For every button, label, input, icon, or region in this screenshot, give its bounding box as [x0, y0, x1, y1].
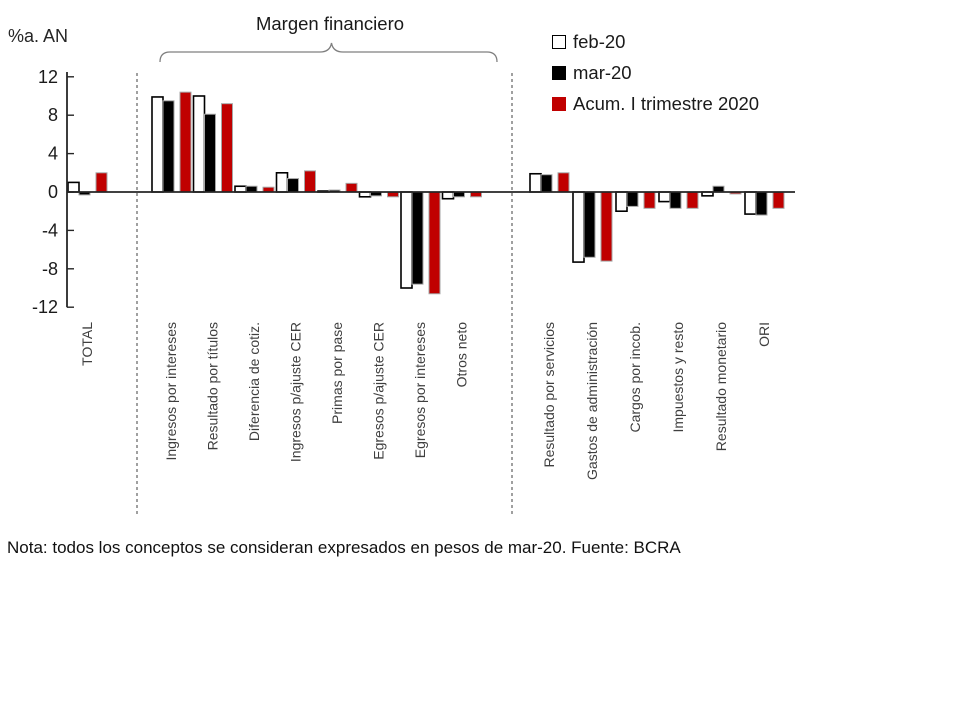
y-tick-label: 8 [48, 105, 58, 125]
bar-2-0 [95, 172, 108, 193]
y-tick-label: -8 [42, 259, 58, 279]
bar-1-14 [755, 191, 768, 216]
source-note: Nota: todos los conceptos se consideran … [7, 538, 681, 557]
bar-1-10 [583, 191, 596, 258]
category-label: Otros neto [454, 322, 470, 388]
bar-1-2 [204, 113, 216, 193]
category-label: Gastos de administración [584, 322, 600, 480]
legend-swatch-feb-20-icon [552, 34, 566, 49]
bar-0-11 [615, 191, 628, 213]
category-label: Ingresos por intereses [163, 322, 179, 461]
bar-2-12 [686, 191, 699, 209]
category-label: Ingresos p/ajuste CER [288, 322, 304, 462]
category-label: Primas por pase [329, 322, 345, 424]
margen-financiero-brace-icon [159, 42, 498, 63]
category-label: Cargos por incob. [627, 322, 643, 433]
bar-2-5 [345, 182, 358, 193]
bar-2-7 [428, 191, 441, 295]
bar-0-14 [744, 191, 757, 215]
bar-1-12 [669, 191, 682, 209]
y-tick-label: -4 [42, 220, 58, 240]
bar-1-9 [540, 174, 553, 193]
bar-0-10 [572, 191, 585, 263]
category-label: Impuestos y resto [670, 322, 686, 433]
bar-2-1 [179, 91, 192, 193]
legend: feb-20 mar-20 Acum. I trimestre 2020 [552, 31, 759, 124]
bar-0-1 [151, 96, 164, 193]
legend-label-mar-20: mar-20 [573, 61, 632, 83]
y-tick-label: 4 [48, 144, 58, 164]
category-label: Resultado por servicios [541, 322, 557, 468]
category-label: Egresos p/ajuste CER [371, 322, 387, 460]
legend-item-acum: Acum. I trimestre 2020 [552, 93, 759, 114]
bar-2-14 [772, 191, 785, 209]
category-label: Resultado monetario [713, 322, 729, 451]
bar-2-4 [304, 170, 316, 193]
bar-0-4 [275, 172, 289, 193]
y-axis-unit-label: %a. AN [8, 26, 69, 46]
legend-swatch-acum-icon [552, 96, 566, 111]
category-label: Egresos por intereses [412, 322, 428, 458]
y-tick-label: 0 [48, 182, 58, 202]
legend-label-feb-20: feb-20 [573, 30, 626, 52]
bar-0-12 [658, 191, 671, 203]
bar-0-9 [529, 172, 542, 193]
bar-0-8 [441, 191, 455, 200]
legend-item-feb-20: feb-20 [552, 31, 759, 52]
y-tick-label: 12 [38, 67, 58, 87]
bar-0-7 [400, 191, 413, 289]
bar-1-11 [626, 191, 639, 207]
bar-2-10 [600, 191, 613, 262]
bar-2-2 [221, 103, 233, 193]
bar-0-2 [192, 95, 206, 193]
category-label: ORI [756, 322, 772, 347]
bar-2-9 [557, 172, 570, 193]
margen-financiero-annotation: Margen financiero [255, 13, 405, 34]
category-label: Diferencia de cotiz. [246, 322, 262, 441]
y-tick-label: -12 [32, 297, 58, 317]
category-label: TOTAL [79, 322, 95, 366]
legend-label-acum: Acum. I trimestre 2020 [573, 92, 760, 114]
bar-1-4 [287, 178, 299, 193]
bar-1-1 [162, 100, 175, 193]
bar-1-7 [411, 191, 424, 285]
bar-2-11 [643, 191, 656, 209]
bar-0-0 [67, 181, 80, 193]
category-label: Resultado por títulos [205, 322, 221, 450]
legend-swatch-mar-20-icon [552, 65, 566, 80]
legend-item-mar-20: mar-20 [552, 62, 759, 83]
